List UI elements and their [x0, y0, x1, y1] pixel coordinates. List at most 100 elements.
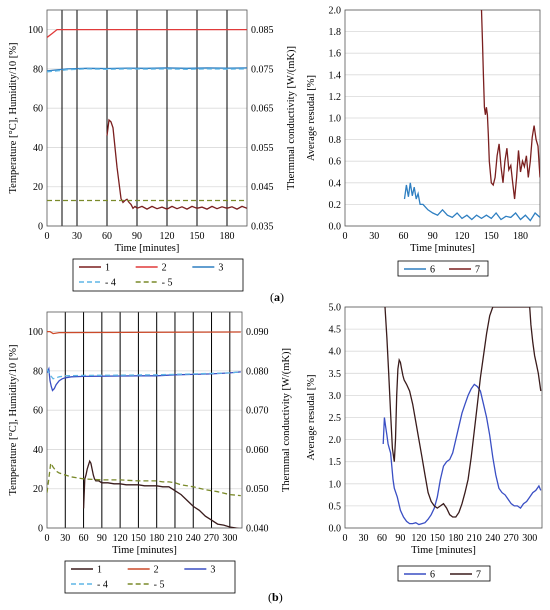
y2-tick-label: 0.055: [251, 143, 274, 154]
y-tick-label: 5.0: [329, 303, 342, 314]
series-line-4: [47, 68, 247, 73]
x-tick-label: 120: [411, 533, 426, 544]
y-tick-label: 1.0: [329, 479, 342, 490]
legend-label: 2: [154, 565, 159, 576]
legend-label: 1: [105, 263, 110, 274]
legend-label: - 4: [97, 580, 108, 591]
y2-tick-label: 0.085: [251, 25, 274, 36]
series-line-7: [384, 307, 542, 518]
y-tick-label: 2.5: [329, 413, 342, 424]
x-tick-label: 30: [60, 533, 70, 544]
y-axis-label: Average resudal [%]: [306, 374, 317, 460]
y-tick-label: 0.0: [329, 222, 342, 233]
x-tick-label: 90: [132, 231, 142, 242]
legend-box: [64, 560, 236, 594]
y2-tick-label: 0.065: [251, 104, 274, 115]
y-tick-label: 100: [28, 25, 43, 36]
legend-label: 6: [430, 570, 435, 581]
x-tick-label: 90: [97, 533, 107, 544]
x-axis-label: Time [minutes]: [112, 545, 177, 556]
series-line-5: [47, 461, 241, 497]
x-axis-label: Time [minutes]: [410, 243, 475, 254]
x-tick-label: 60: [79, 533, 89, 544]
plot-frame: [344, 9, 541, 227]
y-tick-label: 1.8: [329, 27, 342, 38]
y-tick-label: 1.5: [329, 457, 342, 468]
series-line-2: [47, 28, 247, 39]
x-tick-label: 150: [190, 231, 205, 242]
y-tick-label: 3.0: [329, 391, 342, 402]
x-tick-label: 0: [45, 533, 50, 544]
x-tick-label: 60: [102, 231, 112, 242]
chart-a-right: 0.0 0.2 0.4 0.6 0.8 1.0 1.2 1.4 1.6 1.8 2.0 0 30 60 90…: [306, 6, 541, 277]
y-tick-label: 1.0: [329, 114, 342, 125]
legend-label: - 4: [105, 278, 116, 289]
legend-label: 7: [475, 265, 480, 276]
y-tick-label: 1.2: [329, 92, 342, 103]
legend-label: 3: [210, 565, 215, 576]
x-tick-label: 120: [113, 533, 128, 544]
x-tick-label: 120: [160, 231, 175, 242]
y2-tick-label: 0.075: [251, 64, 274, 75]
x-tick-label: 180: [448, 533, 463, 544]
y2-tick-label: 0.050: [246, 484, 269, 495]
x-tick-label: 300: [222, 533, 237, 544]
y-axis-label: Average resudal [%]: [306, 75, 317, 161]
series-line-6: [382, 383, 542, 526]
y-tick-label: 40: [33, 445, 43, 456]
y-tick-label: 0.8: [329, 135, 342, 146]
y-tick-label: 1.6: [329, 49, 342, 60]
y-tick-label: 40: [33, 143, 43, 154]
x-tick-label: 240: [186, 533, 201, 544]
series-line-2: [47, 330, 241, 335]
plot-frame: [46, 311, 243, 529]
x-axis-label: Time [minutes]: [411, 545, 476, 556]
series-line-3: [47, 67, 247, 72]
y2-axis-label: Thermmal conductivity [W/(mK)]: [286, 46, 297, 190]
y-tick-label: 0: [38, 524, 43, 535]
series-line-6: [403, 182, 540, 222]
legend-label: 1: [97, 565, 102, 576]
plot-frame: [46, 9, 248, 227]
series-line-4: [47, 368, 241, 380]
x-tick-label: 270: [504, 533, 519, 544]
y-tick-label: 20: [33, 484, 43, 495]
x-tick-label: 270: [204, 533, 219, 544]
legend-label: 2: [162, 263, 167, 274]
x-tick-label: 30: [72, 231, 82, 242]
x-tick-label: 120: [455, 231, 470, 242]
y-tick-label: 3.5: [329, 369, 342, 380]
x-axis-label: Time [minutes]: [115, 243, 180, 254]
y2-tick-label: 0.070: [246, 406, 269, 417]
y-tick-label: 4.5: [329, 325, 342, 336]
series-line-1: [82, 459, 240, 528]
x-tick-label: 90: [395, 533, 405, 544]
x-tick-label: 210: [467, 533, 482, 544]
legend-box: [397, 565, 491, 582]
legend-label: 6: [430, 265, 435, 276]
y-tick-label: 0.2: [329, 200, 342, 211]
y-tick-label: 80: [33, 64, 43, 75]
y-tick-label: 0.6: [329, 157, 342, 168]
plot-frame: [344, 306, 543, 529]
x-tick-label: 60: [377, 533, 387, 544]
x-tick-label: 180: [513, 231, 528, 242]
y-tick-label: 100: [28, 327, 43, 338]
y2-tick-label: 0.090: [246, 327, 269, 338]
x-tick-label: 30: [358, 533, 368, 544]
x-tick-label: 0: [343, 533, 348, 544]
legend-label: 7: [476, 570, 481, 581]
x-tick-label: 0: [45, 231, 50, 242]
y-tick-label: 0.5: [329, 501, 342, 512]
y2-tick-label: 0.035: [251, 222, 274, 233]
panel-b-label: (b): [268, 590, 283, 604]
chart-a-left: 0 20 40 60 80 100 0 30 60 90 120 150 180 0.035 0.045 0.…: [8, 9, 297, 292]
y2-tick-label: 0.060: [246, 445, 269, 456]
y-tick-label: 1.4: [329, 70, 342, 81]
legend-box: [72, 258, 244, 292]
y2-tick-label: 0.040: [246, 524, 269, 535]
x-tick-label: 150: [484, 231, 499, 242]
y-tick-label: 4.0: [329, 347, 342, 358]
chart-b-left: 0 20 40 60 80 100 0 30 60 90 120 150 180 210 240 270 300…: [8, 311, 292, 594]
